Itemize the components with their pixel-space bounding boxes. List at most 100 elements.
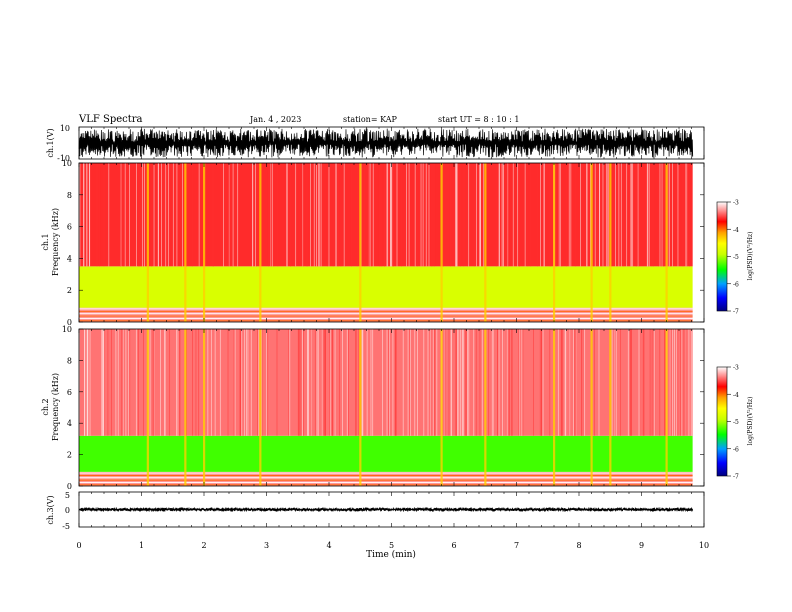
spectrogram-streak-156 [533, 329, 534, 436]
spectrogram-streak-11 [414, 329, 416, 436]
spectrogram-streak-197 [355, 329, 357, 436]
spectrogram-streak-169 [388, 329, 390, 436]
spectrogram-streak-9 [212, 163, 214, 267]
spectrogram-streak-104 [163, 163, 165, 267]
spectrogram-streak-73 [422, 163, 424, 267]
spectrogram-streak-10 [448, 329, 450, 436]
spectrogram-streak-81 [664, 329, 666, 436]
spectrogram-streak-236 [120, 163, 121, 267]
spectrogram-streak-21 [460, 329, 462, 436]
spectrogram-streak-34 [340, 163, 341, 267]
ch2-frequency-tick-labels: 0 2 4 6 8 10 [62, 325, 704, 491]
burst-column-6 [484, 329, 487, 486]
spectrogram-streak-137 [455, 163, 457, 267]
spectrogram-streak-92 [685, 329, 687, 436]
ch2-spectrogram-image [79, 329, 704, 486]
spectrogram-streak-226 [518, 329, 520, 436]
spectrogram-streak-120 [247, 329, 249, 436]
burst-column-3 [259, 329, 262, 486]
frequency-tick-label-5: 10 [62, 325, 72, 334]
spectrogram-streak-232 [473, 163, 475, 267]
spectrogram-streak-157 [463, 163, 465, 267]
spectrogram-streak-25 [343, 163, 345, 267]
spectrogram-streak-228 [329, 329, 331, 436]
spectrogram-streak-36 [108, 163, 110, 267]
frequency-tick-label-3: 6 [67, 223, 72, 232]
spectrogram-streak-221 [369, 163, 370, 267]
spectrogram-streak-113 [290, 163, 292, 267]
spectrogram-streak-205 [210, 329, 212, 436]
spectrogram-streak-164 [641, 329, 642, 436]
colorbar-tick-label-1: -4 [733, 392, 739, 399]
spectrogram-streak-201 [232, 163, 233, 267]
spectrogram-streak-138 [413, 163, 415, 267]
spectrogram-streak-212 [244, 329, 246, 436]
spectrogram-streak-219 [172, 163, 174, 267]
spectrogram-streak-30 [574, 329, 576, 436]
spectrogram-streak-235 [456, 329, 457, 436]
spectrogram-band-0 [79, 471, 693, 486]
spectrogram-streak-91 [630, 163, 632, 267]
spectrogram-streak-214 [479, 163, 480, 267]
spectrogram-streak-32 [602, 163, 604, 267]
spectrogram-streak-57 [307, 329, 308, 436]
spectrogram-streak-110 [537, 163, 538, 267]
spectrogram-streak-175 [627, 329, 629, 436]
spectrogram-streak-28 [195, 329, 197, 436]
spectrogram-streak-84 [338, 163, 340, 267]
spectrogram-streak-117 [298, 329, 300, 436]
spectrogram-streak-219 [498, 329, 500, 436]
spectrogram-streak-162 [378, 163, 380, 267]
spectrogram-streak-138 [611, 329, 613, 436]
burst-column-8 [590, 329, 593, 486]
spectrogram-streak-77 [393, 163, 394, 267]
spectrogram-streak-69 [389, 329, 390, 436]
spectrogram-streak-39 [310, 163, 311, 267]
spectrogram-streak-182 [423, 329, 425, 436]
spectrogram-streak-190 [635, 163, 637, 267]
frequency-tick-label-3: 6 [67, 388, 72, 397]
ch2-colorbar-label: log(PSD)(V²/Hz) [747, 397, 754, 446]
time-tick-label-4: 4 [326, 541, 331, 550]
ch1-frequency-tick-labels: 0 2 4 6 8 10 [62, 159, 704, 327]
spectrogram-streak-168 [123, 163, 125, 267]
ch3-ytick-bottom: -5 [62, 522, 70, 531]
spectrogram-streak-195 [84, 329, 86, 436]
spectrogram-streak-107 [423, 163, 425, 267]
spectrogram-streak-103 [300, 329, 302, 436]
spectrogram-streak-198 [530, 163, 532, 267]
spectrogram-streak-105 [241, 329, 243, 436]
time-axis-label: Time (min) [366, 549, 416, 560]
colorbar-tick-label-2: -5 [733, 419, 739, 426]
spectrogram-streak-82 [479, 329, 481, 436]
spectrogram-streak-61 [121, 329, 123, 436]
spectrogram-streak-155 [317, 163, 319, 267]
spectrogram-streak-115 [401, 163, 402, 267]
spectrogram-streak-215 [381, 163, 383, 267]
frequency-tick-label-5: 10 [62, 159, 72, 168]
spectrogram-streak-125 [83, 163, 84, 267]
spectrogram-streak-106 [153, 329, 154, 436]
spectrogram-streak-23 [402, 329, 404, 436]
time-tick-label-1: 1 [139, 541, 144, 550]
colorbar-tick-label-2: -5 [733, 254, 739, 261]
frequency-tick-label-0: 0 [67, 482, 72, 491]
spectrogram-streak-53 [586, 163, 588, 267]
spectrogram-streak-41 [186, 163, 187, 267]
spectrogram-streak-217 [370, 329, 372, 436]
spectrogram-streak-221 [462, 329, 464, 436]
spectrogram-streak-184 [517, 163, 519, 267]
ch2-colorbar: -3 -4 -5 -6 -7 log(PSD)(V²/Hz) [716, 365, 754, 481]
spectrogram-streak-203 [677, 163, 679, 267]
spectrogram-streak-80 [524, 163, 526, 267]
spectrogram-streak-3 [129, 329, 131, 436]
spectrogram-streak-101 [605, 163, 607, 267]
spectrogram-streak-132 [430, 329, 431, 436]
spectrogram-streak-159 [286, 163, 288, 267]
waveform-path [78, 128, 694, 158]
colorbar-tick-label-0: -3 [733, 365, 739, 372]
spectrogram-streak-151 [302, 163, 304, 267]
spectrogram-streak-210 [179, 329, 181, 436]
spectrogram-streak-19 [632, 163, 634, 267]
spectrogram-streak-2 [607, 163, 608, 267]
